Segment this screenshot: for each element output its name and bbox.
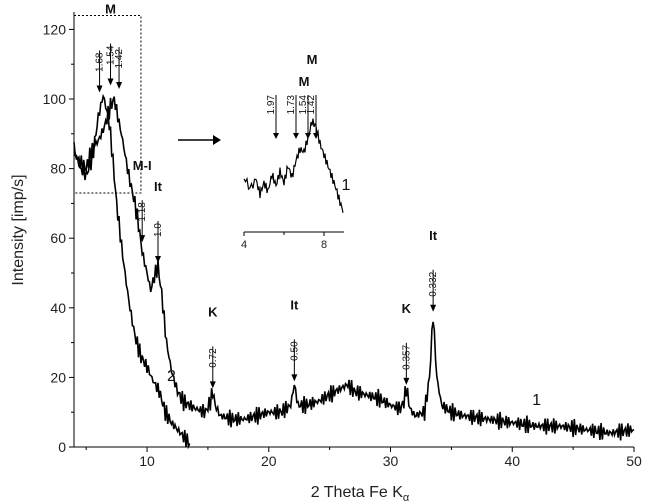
y-axis-title: Intensity [imp/s] <box>10 174 27 285</box>
peak-d-value: 1.0 <box>153 223 164 237</box>
x-tick-label: 40 <box>504 453 520 469</box>
inset-curve-label: 1 <box>342 177 351 194</box>
peak-arrowhead <box>139 235 146 243</box>
peak-arrowhead <box>107 78 114 86</box>
x-tick-label: 50 <box>626 453 642 469</box>
inset-series-line <box>243 118 344 213</box>
x-tick-label: 10 <box>139 453 155 469</box>
peak-d-value: 0.72 <box>208 348 219 368</box>
series-2-line <box>73 93 191 450</box>
x-axis-title-main: 2 Theta Fe K <box>311 484 404 501</box>
peak-annotation: 0.72 K <box>208 304 219 389</box>
peak-annotation: 1.18 M-I <box>133 158 152 243</box>
inset-arrowhead <box>305 133 311 139</box>
peak-d-value: 1.54 <box>106 45 117 65</box>
y-tick-label: 80 <box>50 161 66 177</box>
y-tick-label: 120 <box>43 21 67 37</box>
peak-annotation: 1.0 It <box>153 179 164 264</box>
peak-phase-label: It <box>429 228 438 243</box>
inset-x-tick-label: 4 <box>241 239 247 251</box>
y-tick-label: 40 <box>50 300 66 316</box>
peak-arrowhead <box>403 377 410 385</box>
inset-arrowhead <box>313 133 319 139</box>
series-1-line <box>73 96 635 441</box>
peak-phase-label: K <box>208 304 218 319</box>
peak-phase-label: K <box>402 301 412 316</box>
inset-d-value: 1.54 <box>298 95 309 115</box>
peak-annotation: 1.68 <box>95 50 106 93</box>
peak-annotations: 1.68 1.54M1.421.18M-I1.0It0.72K0.50It0.35… <box>95 2 439 389</box>
inset-plot: 4 8 1.97 1.73 1.54 M 1.42 M 1 <box>241 52 351 251</box>
inset-arrowhead <box>273 133 279 139</box>
zoom-box <box>73 14 221 194</box>
y-tick-label: 20 <box>50 369 66 385</box>
peak-arrowhead <box>291 374 298 382</box>
peak-arrowhead <box>96 85 103 93</box>
peak-d-value: 0.357 <box>401 344 412 369</box>
inset-d-value: 1.73 <box>286 95 297 115</box>
zoom-region-rect <box>73 14 142 194</box>
inset-arrowhead <box>293 133 299 139</box>
inset-x-tick-label: 8 <box>321 239 327 251</box>
peak-annotation: 0.50 It <box>289 297 300 382</box>
peak-annotation: 0.332 It <box>428 228 439 312</box>
peak-arrowhead <box>155 256 161 264</box>
inset-d-value: 1.97 <box>266 95 277 115</box>
y-tick-label: 60 <box>50 230 66 246</box>
peak-phase-label: M-I <box>133 158 152 173</box>
x-axis-title-sub: α <box>403 492 410 504</box>
x-tick-label: 20 <box>261 453 277 469</box>
peak-arrowhead <box>430 304 437 312</box>
peak-d-value: 1.42 <box>114 49 125 69</box>
inset-phase-label: M <box>307 52 318 67</box>
peak-annotation: 0.357 K <box>401 301 412 385</box>
peak-arrowhead <box>116 82 123 90</box>
inset-d-value: 1.42 <box>306 95 317 115</box>
peak-d-value: 1.18 <box>137 202 148 222</box>
peak-d-value: 0.50 <box>289 341 300 361</box>
curve-label-2: 2 <box>167 368 176 385</box>
y-tick-label: 0 <box>58 439 66 455</box>
zoom-arrowhead <box>213 135 221 145</box>
axes: 10 20 30 40 50 0 20 40 60 80 100 120 <box>43 12 642 469</box>
peak-d-value: 1.68 <box>95 52 106 72</box>
x-tick-label: 30 <box>383 453 399 469</box>
series-layer: 12 <box>73 93 635 450</box>
curve-label-1: 1 <box>532 392 541 409</box>
peak-d-value: 0.332 <box>428 271 439 296</box>
peak-annotation: 1.42 <box>114 47 125 90</box>
peak-phase-label: It <box>154 179 163 194</box>
peak-annotation: 1.54 M <box>105 2 117 86</box>
peak-phase-label: M <box>105 2 116 17</box>
peak-phase-label: It <box>290 297 299 312</box>
inset-phase-label: M <box>299 74 310 89</box>
y-tick-label: 100 <box>43 91 67 107</box>
x-axis-title: 2 Theta Fe Kα <box>311 484 410 504</box>
peak-arrowhead <box>209 381 216 389</box>
